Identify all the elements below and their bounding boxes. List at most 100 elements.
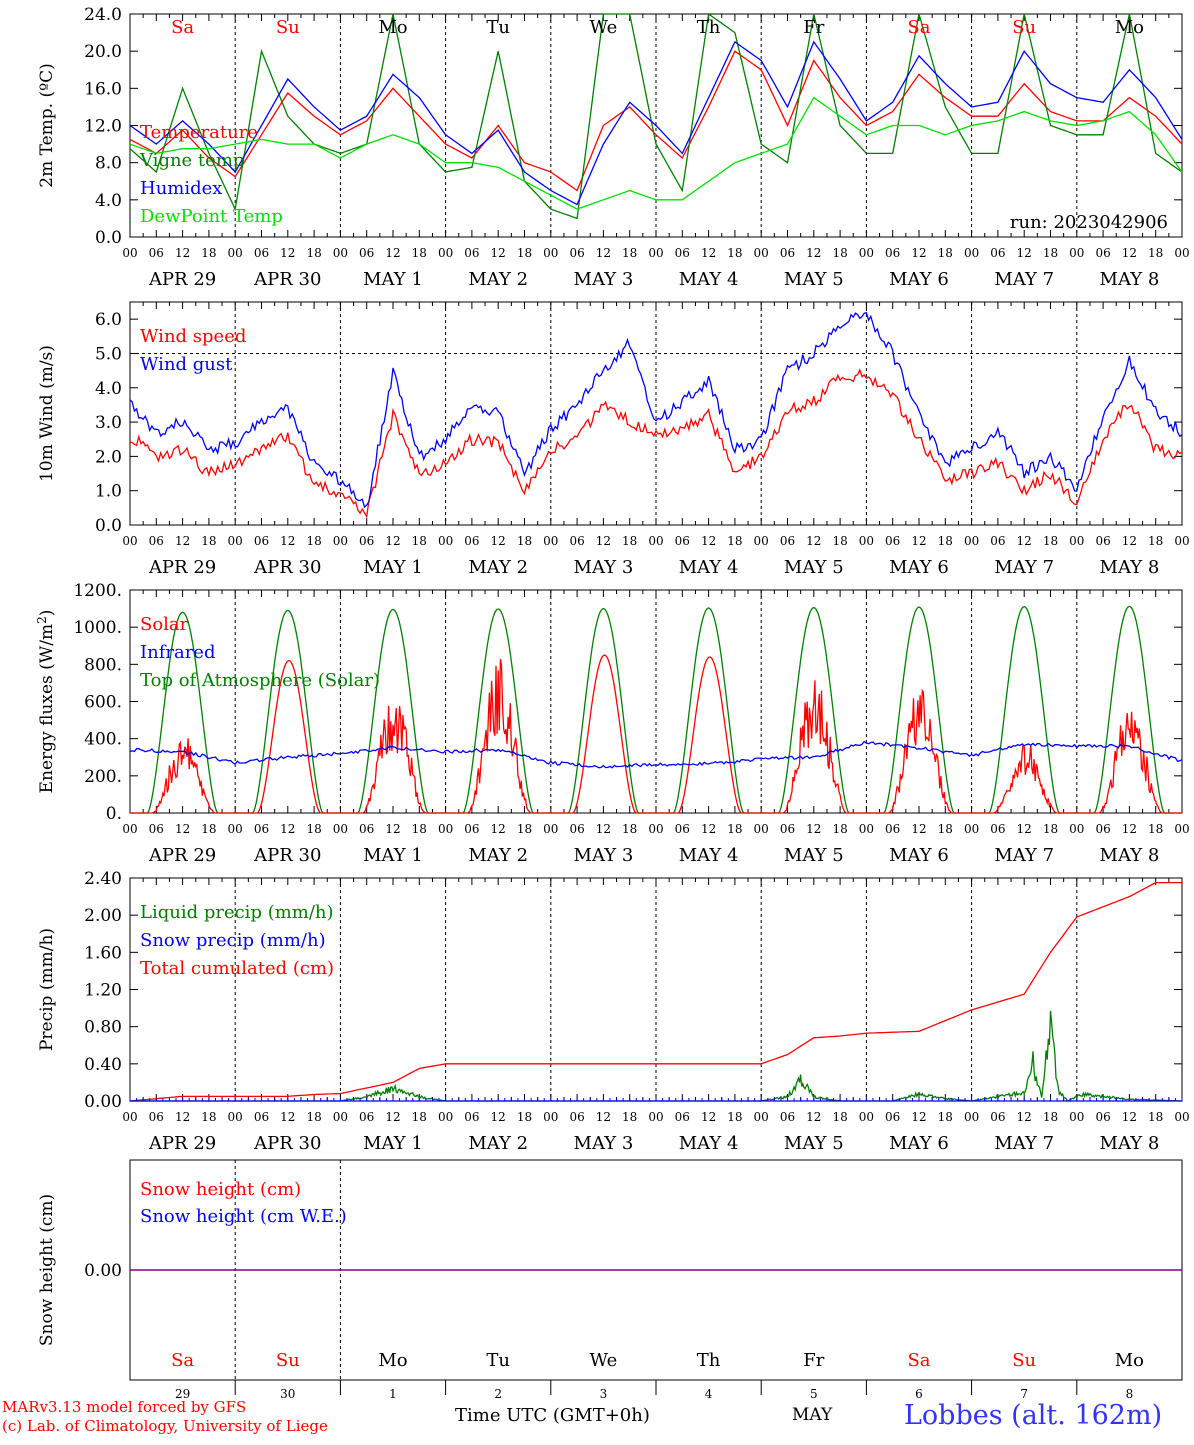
date-label: APR 30 [253,269,321,290]
date-label: APR 30 [253,845,321,866]
series-temperature [129,50,1183,192]
series-solar-day [550,654,656,814]
hour-tick-label: 00 [122,534,137,548]
series-top-of-atmosphere-day [550,607,656,814]
hour-tick-label: 00 [648,1110,663,1124]
hour-tick-label: 12 [596,1110,611,1124]
hour-tick-label: 00 [754,822,769,836]
date-label: MAY 8 [1100,557,1160,578]
hour-tick-label: 18 [832,246,847,260]
weekday-label: Tu [486,1350,510,1371]
series-top-of-atmosphere-day [1076,605,1182,814]
series-top-of-atmosphere-day [656,607,762,814]
hour-tick-label: 06 [569,246,584,260]
hour-tick-label: 12 [280,534,295,548]
y-tick-label: 4.0 [95,191,122,211]
date-label: MAY 5 [784,1133,844,1154]
hour-tick-label: 12 [1017,1110,1032,1124]
legend-wind-gust: Wind gust [140,354,233,375]
hour-tick-label: 18 [1043,534,1058,548]
hour-tick-label: 06 [149,822,164,836]
y-tick-label: 16.0 [84,79,122,99]
weekday-label: We [590,17,618,38]
hour-tick-label: 00 [859,1110,874,1124]
day-number-label: 8 [1126,1387,1134,1401]
hour-tick-label: 18 [938,1110,953,1124]
hour-tick-label: 06 [885,822,900,836]
run-label: run: 2023042906 [1010,212,1168,233]
y-axis-title: Energy fluxes (W/m2) [35,610,57,794]
hour-tick-label: 06 [780,822,795,836]
hour-tick-label: 18 [832,822,847,836]
hour-tick-label: 18 [622,246,637,260]
hour-tick-label: 06 [675,1110,690,1124]
hour-tick-label: 00 [964,1110,979,1124]
date-label: MAY 7 [994,845,1054,866]
hour-tick-label: 00 [438,246,453,260]
series-solar-day [235,659,341,814]
date-label: MAY 6 [889,557,949,578]
date-label: MAY 5 [784,269,844,290]
hour-tick-label: 06 [1095,1110,1110,1124]
legend-snow-height-cm-w-e-: Snow height (cm W.E.) [140,1206,347,1227]
hour-tick-label: 00 [964,534,979,548]
hour-tick-label: 12 [911,822,926,836]
hour-tick-label: 06 [254,534,269,548]
hour-tick-label: 06 [149,1110,164,1124]
y-tick-label: 5.0 [95,344,122,364]
date-label: MAY 4 [679,845,739,866]
hour-tick-label: 06 [1095,534,1110,548]
day-number-label: 30 [280,1387,295,1401]
hour-tick-label: 18 [517,246,532,260]
hour-tick-label: 00 [648,246,663,260]
series-solar-day [761,680,867,814]
hour-tick-label: 06 [464,1110,479,1124]
weekday-label: Su [1012,1350,1036,1371]
weekday-label: Fr [803,17,824,38]
y-tick-label: 20.0 [84,42,122,62]
date-label: MAY 1 [363,1133,423,1154]
hour-tick-label: 18 [622,822,637,836]
weekday-label: Sa [171,17,194,38]
weekday-label: Sa [907,1350,930,1371]
series-solar-day [445,659,551,814]
date-label: APR 29 [148,269,216,290]
hour-tick-label: 12 [596,822,611,836]
hour-tick-label: 12 [1122,534,1137,548]
hour-tick-label: 00 [228,822,243,836]
y-tick-label: 400. [84,730,122,750]
hour-tick-label: 00 [228,246,243,260]
hour-tick-label: 06 [675,822,690,836]
weekday-label: Su [276,1350,300,1371]
hour-tick-label: 18 [622,1110,637,1124]
hour-tick-label: 06 [254,1110,269,1124]
hour-tick-label: 18 [1148,822,1163,836]
hour-tick-label: 12 [701,534,716,548]
date-label: APR 29 [148,1133,216,1154]
series-solar-day [656,656,762,814]
hour-tick-label: 06 [675,534,690,548]
legend-total-cumulated-cm-: Total cumulated (cm) [140,958,334,979]
hour-tick-label: 12 [175,1110,190,1124]
y-tick-label: 8.0 [95,154,122,174]
hour-tick-label: 06 [780,534,795,548]
hour-tick-label: 06 [780,1110,795,1124]
hour-tick-label: 18 [412,1110,427,1124]
y-tick-label: 0.40 [84,1055,122,1075]
y-tick-label: 4.0 [95,379,122,399]
series-humidex [129,40,1183,206]
date-label: MAY 2 [468,1133,528,1154]
hour-tick-label: 00 [543,822,558,836]
hour-tick-label: 06 [990,246,1005,260]
hour-tick-label: 18 [201,1110,216,1124]
date-label: APR 30 [253,1133,321,1154]
hour-tick-label: 12 [175,246,190,260]
hour-tick-label: 06 [885,534,900,548]
y-tick-label: 200. [84,767,122,787]
hour-tick-label: 12 [280,822,295,836]
day-number-label: 29 [175,1387,190,1401]
series-infrared [129,740,1183,769]
hour-tick-label: 06 [464,246,479,260]
series-solar-day [1076,711,1182,814]
